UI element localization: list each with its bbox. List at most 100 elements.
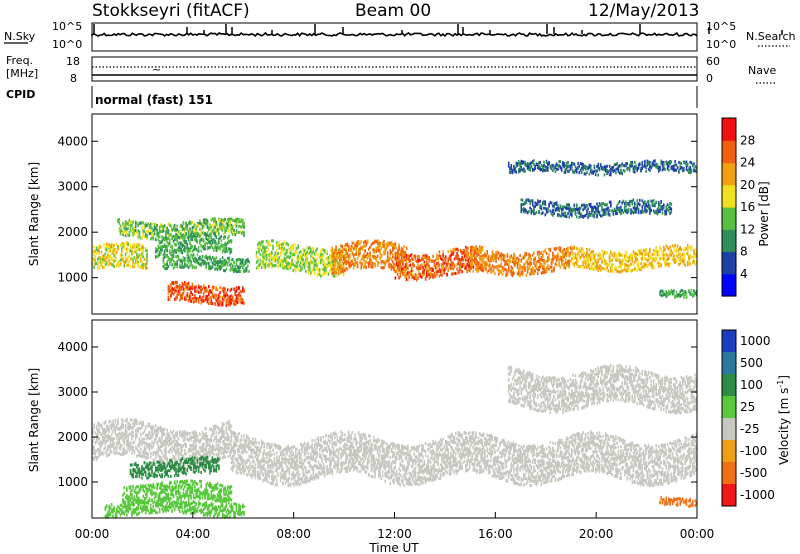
heatmap-cell — [539, 262, 541, 266]
heatmap-cell — [186, 292, 189, 296]
heatmap-cell — [349, 253, 351, 257]
heatmap-cell — [520, 205, 523, 209]
heatmap-cell — [547, 263, 549, 267]
heatmap-cell — [694, 252, 697, 256]
heatmap-cell — [127, 223, 129, 226]
heatmap-cell — [194, 228, 196, 232]
heatmap-cell — [501, 253, 504, 257]
heatmap-cell — [332, 274, 335, 278]
heatmap-cell — [141, 266, 143, 270]
heatmap-cell — [224, 246, 226, 250]
heatmap-cell — [622, 268, 625, 272]
heatmap-cell — [365, 255, 368, 259]
heatmap-cell — [499, 254, 501, 258]
heatmap-cell — [189, 297, 191, 301]
heatmap-cell — [433, 273, 436, 277]
heatmap-cell — [325, 266, 327, 270]
heatmap-cell — [554, 262, 557, 266]
heatmap-cell — [286, 259, 288, 263]
heatmap-cell — [511, 256, 514, 260]
heatmap-cell — [628, 255, 631, 259]
heatmap-cell — [218, 232, 220, 236]
heatmap-cell — [228, 239, 230, 243]
heatmap-cell — [480, 268, 482, 271]
heatmap-cell — [173, 238, 176, 242]
heatmap-cell — [279, 251, 282, 255]
heatmap-cell — [263, 263, 265, 267]
heatmap-cell — [578, 251, 581, 255]
heatmap-cell — [225, 246, 228, 250]
heatmap-cell — [282, 248, 284, 252]
heatmap-cell — [686, 244, 689, 247]
heatmap-cell — [199, 241, 201, 245]
heatmap-cell — [518, 170, 520, 174]
heatmap-cell — [395, 257, 398, 261]
heatmap-cell — [202, 284, 205, 288]
heatmap-cell — [108, 254, 110, 258]
heatmap-cell — [127, 233, 129, 237]
heatmap-cell — [597, 268, 599, 272]
heatmap-cell — [279, 253, 282, 257]
heatmap-cell — [379, 243, 381, 246]
heatmap-cell — [403, 245, 405, 249]
heatmap-cell — [514, 169, 516, 173]
heatmap-cell — [272, 239, 274, 243]
heatmap-cell — [182, 236, 185, 240]
heatmap-cell — [128, 233, 131, 237]
heatmap-cell — [208, 265, 210, 269]
heatmap-cell — [171, 255, 173, 259]
heatmap-cell — [229, 295, 231, 299]
heatmap-cell — [210, 259, 213, 263]
heatmap-cell — [230, 267, 233, 271]
heatmap-cell — [349, 262, 351, 266]
heatmap-cell — [613, 163, 616, 167]
heatmap-cell — [194, 294, 196, 297]
heatmap-cell — [407, 271, 409, 274]
heatmap-cell — [412, 262, 414, 266]
heatmap-cell — [322, 259, 325, 263]
heatmap-cell — [611, 258, 613, 262]
heatmap-cell — [332, 257, 335, 261]
heatmap-cell — [119, 228, 122, 232]
heatmap-cell — [496, 255, 499, 259]
heatmap-cell — [336, 266, 339, 270]
heatmap-cell — [108, 243, 110, 247]
heatmap-cell — [93, 250, 95, 253]
heatmap-cell — [437, 255, 439, 258]
heatmap-cell — [545, 165, 548, 169]
heatmap-cell — [418, 273, 420, 277]
heatmap-cell — [242, 219, 244, 223]
heatmap-cell — [265, 250, 268, 254]
heatmap-cell — [187, 287, 190, 291]
heatmap-cell — [352, 266, 355, 270]
heatmap-cell — [419, 274, 422, 278]
heatmap-cell — [465, 258, 467, 262]
heatmap-cell — [121, 247, 123, 251]
heatmap-cell — [671, 165, 674, 169]
heatmap-cell — [273, 259, 276, 263]
heatmap-cell — [578, 164, 581, 168]
heatmap-cell — [248, 260, 250, 264]
heatmap-cell — [519, 169, 521, 173]
heatmap-cell — [423, 268, 426, 272]
heatmap-cell — [422, 269, 424, 273]
heatmap-cell — [587, 165, 589, 169]
heatmap-cell — [123, 230, 126, 234]
heatmap-cell — [461, 262, 463, 266]
heatmap-cell — [683, 166, 685, 170]
heatmap-cell — [186, 259, 189, 263]
heatmap-cell — [544, 248, 547, 252]
heatmap-cell — [357, 248, 360, 251]
heatmap-cell — [480, 256, 482, 260]
heatmap-cell — [540, 164, 543, 167]
heatmap-cell — [597, 165, 599, 168]
heatmap-cell — [170, 252, 172, 256]
heatmap-cell — [407, 257, 409, 261]
heatmap-cell — [184, 249, 186, 253]
heatmap-cell — [171, 235, 173, 239]
heatmap-cell — [354, 258, 356, 262]
heatmap-cell — [611, 168, 613, 172]
heatmap-cell — [109, 247, 112, 251]
heatmap-cell — [132, 226, 134, 230]
heatmap-cell — [649, 168, 651, 172]
